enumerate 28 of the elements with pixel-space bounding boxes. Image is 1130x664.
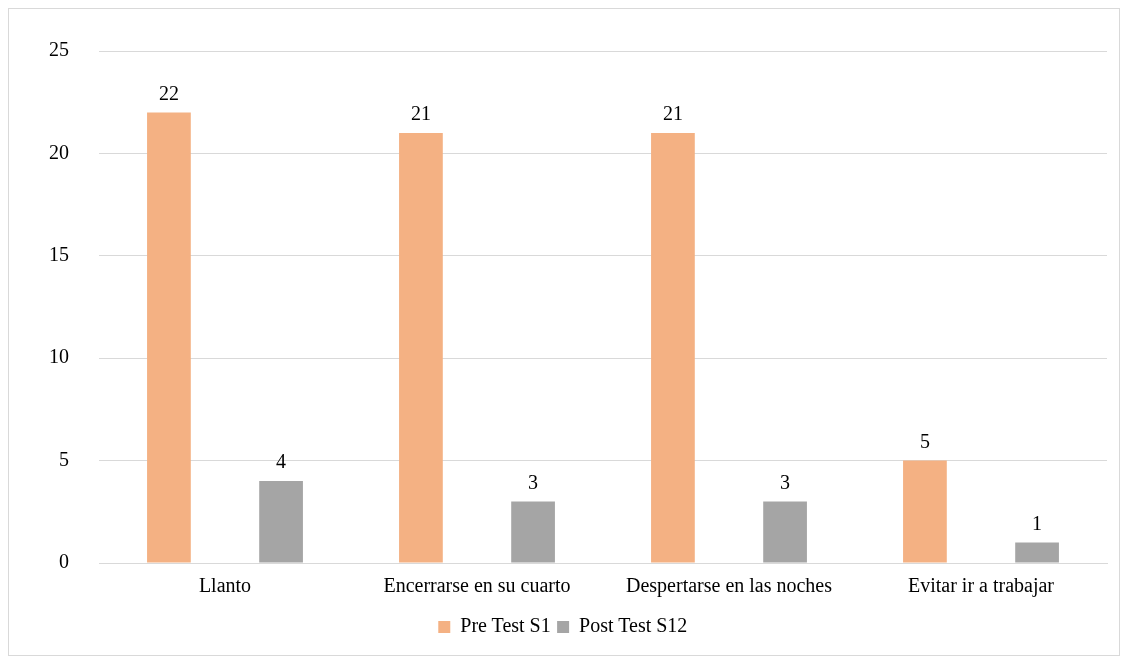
y-tick-label: 25 bbox=[49, 38, 69, 61]
y-tick-label: 5 bbox=[59, 447, 69, 470]
bar bbox=[511, 501, 555, 563]
data-label: 21 bbox=[662, 102, 683, 125]
y-tick-label: 10 bbox=[49, 345, 69, 368]
data-label: 3 bbox=[528, 470, 539, 493]
data-label: 3 bbox=[780, 470, 791, 493]
bar bbox=[147, 112, 191, 563]
bar bbox=[399, 132, 443, 563]
x-tick-label: Despertarse en las noches bbox=[625, 574, 833, 598]
data-label: 22 bbox=[158, 81, 179, 104]
bar bbox=[259, 481, 303, 563]
x-tick-label: Evitar ir a trabajar bbox=[907, 574, 1055, 598]
data-label: 4 bbox=[276, 450, 287, 473]
y-tick-label: 15 bbox=[49, 243, 69, 266]
legend-label: Pre Test S1 bbox=[460, 614, 551, 637]
bar bbox=[1015, 542, 1059, 563]
y-tick-label: 0 bbox=[59, 550, 69, 573]
legend-label: Post Test S12 bbox=[579, 614, 688, 637]
x-tick-label: Encerrarse en su cuarto bbox=[383, 574, 571, 597]
data-label: 21 bbox=[410, 102, 431, 125]
bar bbox=[903, 460, 947, 563]
data-label: 5 bbox=[919, 429, 930, 452]
x-tick-label: Llanto bbox=[198, 574, 252, 597]
bar bbox=[651, 132, 695, 563]
data-label: 1 bbox=[1032, 511, 1043, 534]
bar bbox=[763, 501, 807, 563]
y-tick-label: 20 bbox=[49, 140, 69, 163]
